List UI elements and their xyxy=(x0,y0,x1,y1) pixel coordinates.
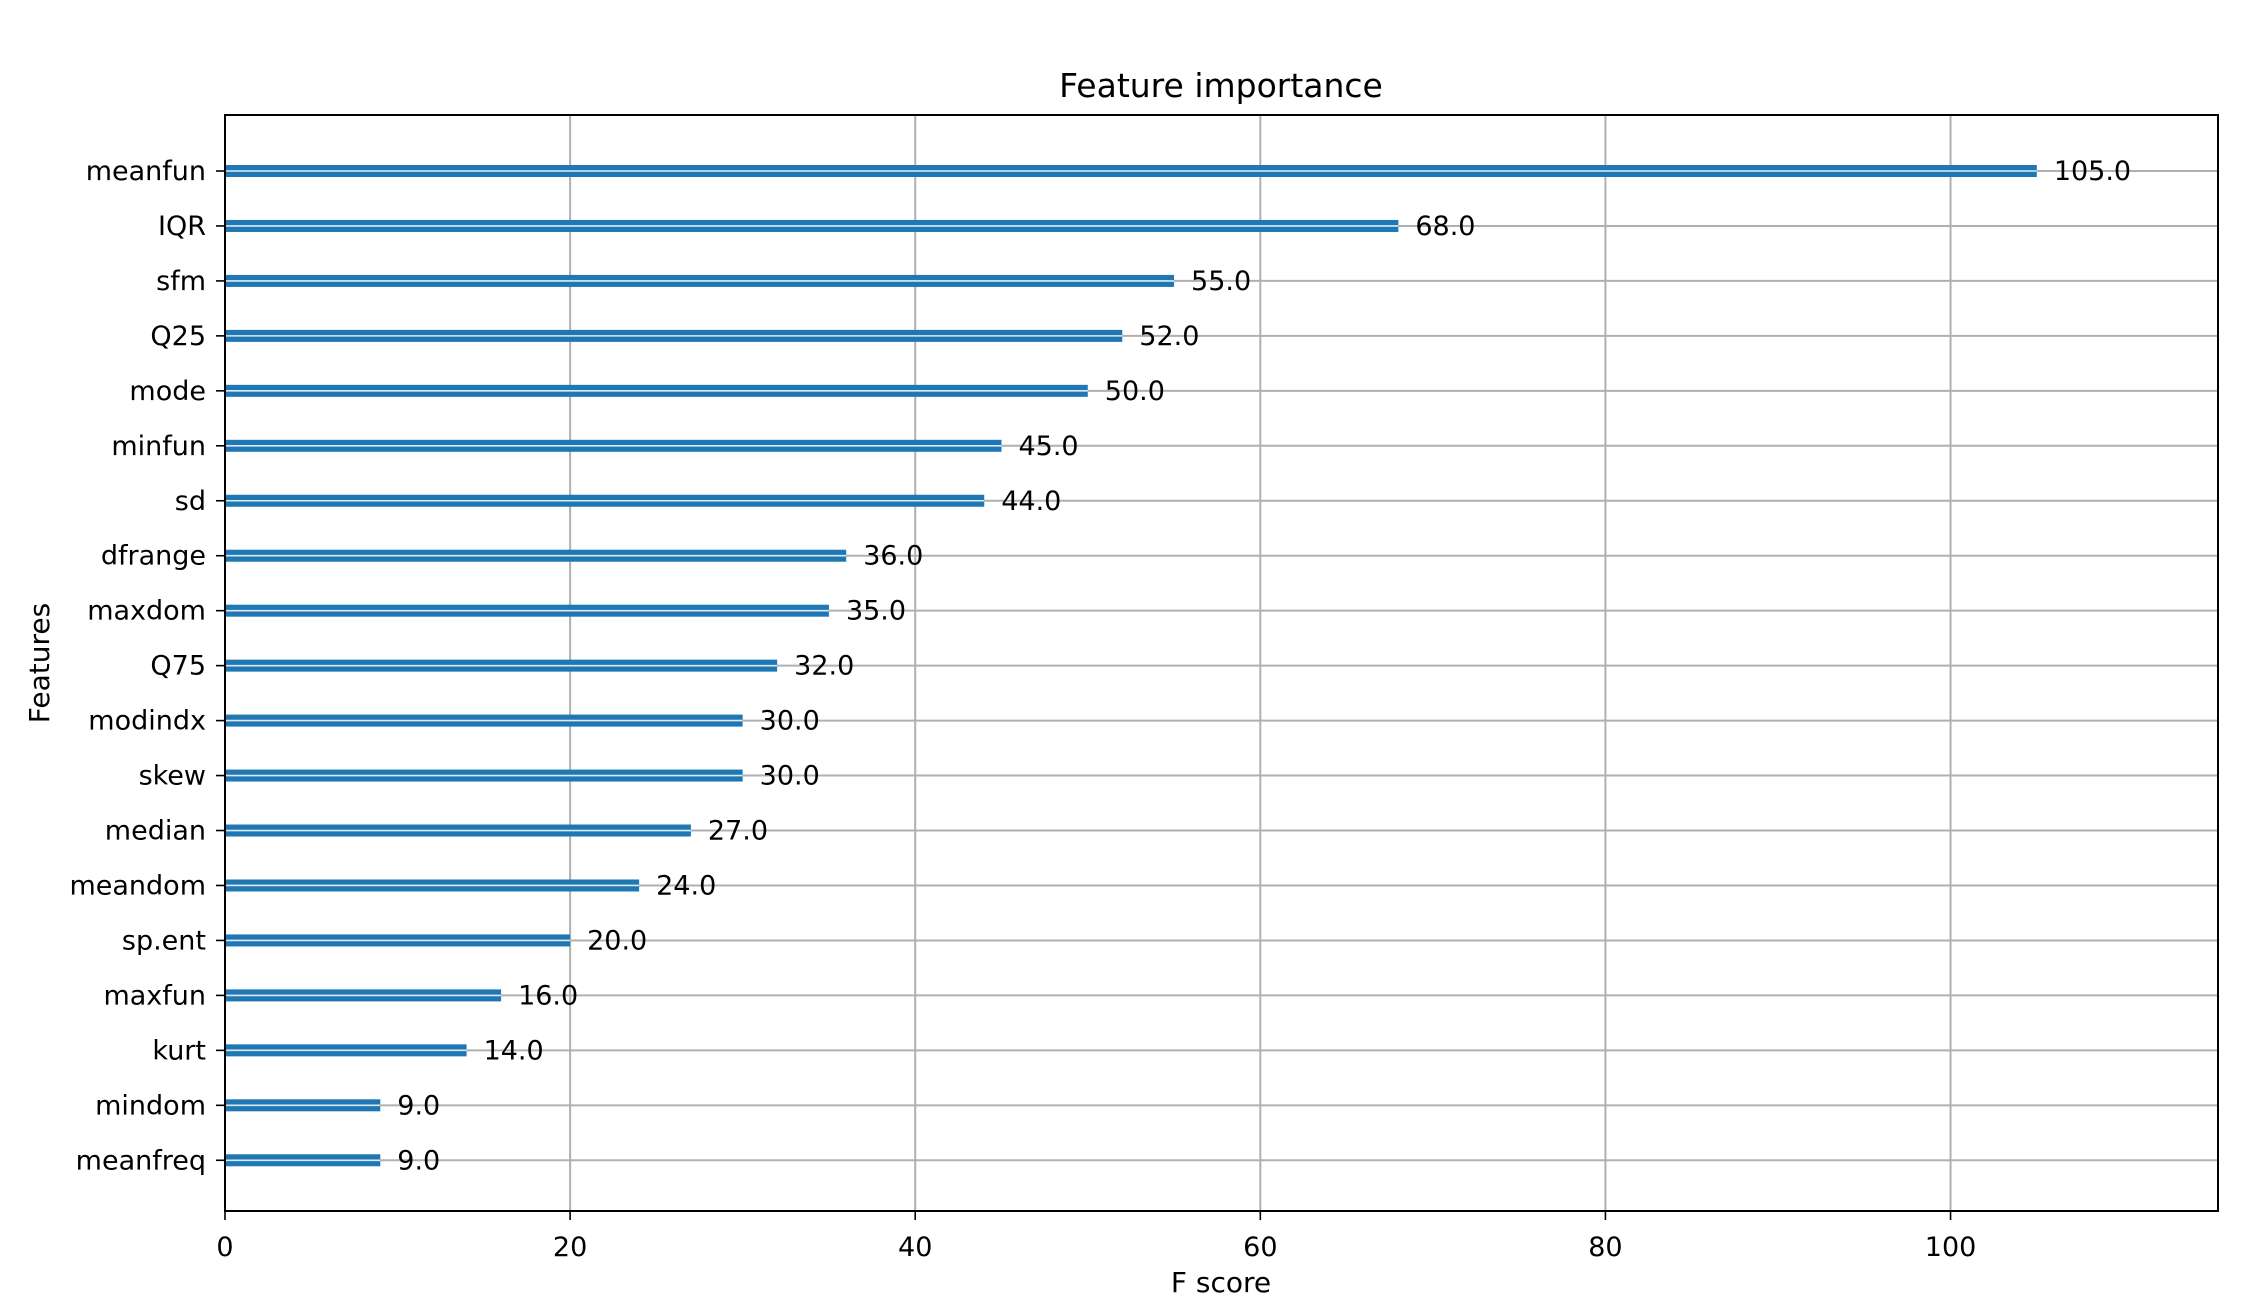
chart-title: Feature importance xyxy=(1059,66,1383,105)
y-tick-label: mindom xyxy=(95,1090,206,1121)
x-tick-label: 20 xyxy=(553,1232,587,1263)
y-tick-label: median xyxy=(105,816,206,847)
y-tick-label: maxdom xyxy=(87,596,206,627)
data-label: 30.0 xyxy=(760,706,820,737)
data-label: 14.0 xyxy=(484,1035,544,1066)
y-tick-label: Q25 xyxy=(150,321,206,352)
y-axis-ticks: meanfun IQR sfm Q25 mode minfun sd dfrange maxdo… xyxy=(69,156,225,1176)
y-tick-label: maxfun xyxy=(103,980,206,1011)
data-label: 30.0 xyxy=(760,761,820,792)
y-tick-label: kurt xyxy=(152,1035,206,1066)
y-tick-label: meandom xyxy=(69,870,206,901)
data-label: 9.0 xyxy=(397,1090,440,1121)
data-label: 16.0 xyxy=(518,980,578,1011)
x-axis-label: F score xyxy=(1171,1266,1271,1299)
data-label: 20.0 xyxy=(587,925,647,956)
data-label: 35.0 xyxy=(846,596,906,627)
data-label: 9.0 xyxy=(397,1145,440,1176)
data-label: 68.0 xyxy=(1415,211,1475,242)
y-tick-label: sfm xyxy=(156,266,206,297)
data-label: 27.0 xyxy=(708,816,768,847)
data-label: 44.0 xyxy=(1001,486,1061,517)
y-tick-label: IQR xyxy=(158,211,206,242)
data-label: 36.0 xyxy=(863,541,923,572)
x-tick-label: 80 xyxy=(1588,1232,1622,1263)
data-label: 32.0 xyxy=(794,651,854,682)
y-tick-label: meanfreq xyxy=(76,1145,206,1176)
data-label: 52.0 xyxy=(1139,321,1199,352)
y-tick-label: Q75 xyxy=(150,651,206,682)
x-axis-ticks: 0 20 40 60 80 100 xyxy=(216,1211,1976,1263)
y-tick-label: sd xyxy=(175,486,206,517)
x-tick-label: 0 xyxy=(216,1232,233,1263)
y-tick-label: minfun xyxy=(111,431,206,462)
data-label: 45.0 xyxy=(1018,431,1078,462)
y-tick-label: dfrange xyxy=(101,541,206,572)
y-tick-label: skew xyxy=(139,761,206,792)
data-label: 105.0 xyxy=(2054,156,2131,187)
bars xyxy=(225,165,2037,1167)
data-label: 50.0 xyxy=(1105,376,1165,407)
x-tick-label: 60 xyxy=(1243,1232,1277,1263)
plot-frame xyxy=(224,114,2219,1212)
data-label: 24.0 xyxy=(656,870,716,901)
data-label: 55.0 xyxy=(1191,266,1251,297)
x-tick-label: 100 xyxy=(1925,1232,1977,1263)
y-tick-label: modindx xyxy=(88,706,206,737)
y-tick-label: meanfun xyxy=(86,156,206,187)
x-tick-label: 40 xyxy=(898,1232,932,1263)
y-tick-label: sp.ent xyxy=(122,925,206,956)
y-axis-label: Features xyxy=(23,603,56,723)
y-tick-label: mode xyxy=(129,376,206,407)
data-labels: 105.0 68.0 55.0 52.0 50.0 45.0 44.0 36.0 35.0 32.… xyxy=(397,156,2131,1176)
